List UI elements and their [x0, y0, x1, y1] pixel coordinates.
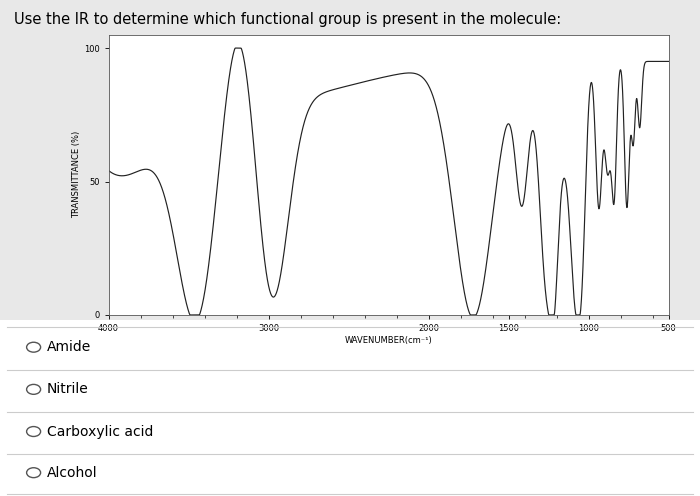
Text: Amide: Amide — [47, 340, 91, 354]
Text: Nitrile: Nitrile — [47, 382, 89, 396]
Text: Alcohol: Alcohol — [47, 466, 97, 480]
X-axis label: WAVENUMBER(cm⁻¹): WAVENUMBER(cm⁻¹) — [344, 336, 433, 345]
Text: Use the IR to determine which functional group is present in the molecule:: Use the IR to determine which functional… — [14, 12, 561, 27]
Y-axis label: TRANSMITTANCE (%): TRANSMITTANCE (%) — [72, 131, 81, 218]
Text: Carboxylic acid: Carboxylic acid — [47, 425, 153, 438]
